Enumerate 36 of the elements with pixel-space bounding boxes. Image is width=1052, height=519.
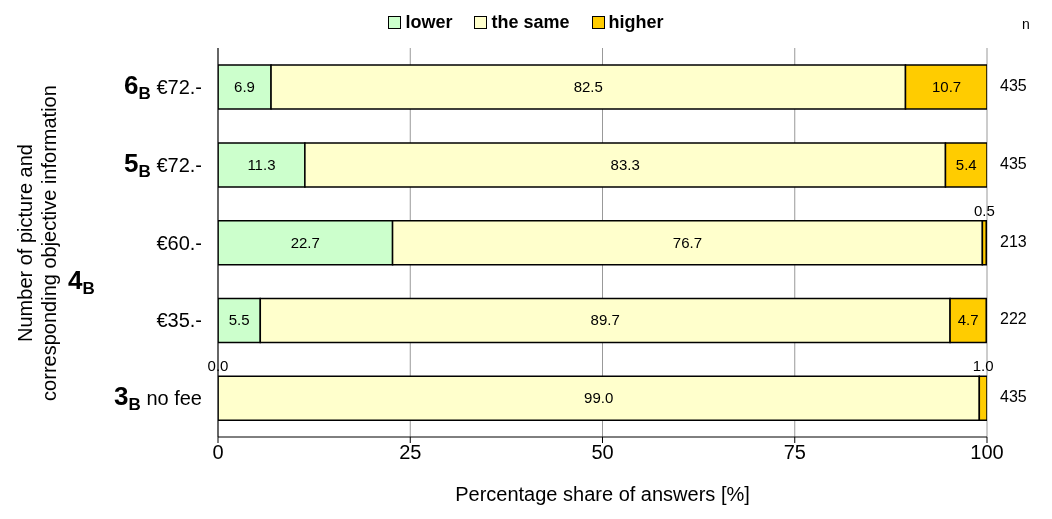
text: 435 [1000,76,1027,95]
text: 89.7 [590,311,620,329]
text: 0.5 [973,201,995,219]
text: 99.0 [584,389,614,407]
y-tick-label: 6$_{B}$ €72.- [124,69,202,103]
text: 5.5 [228,311,250,329]
text: 6.9 [234,77,255,95]
x-tick-label: 0 [212,441,224,464]
text: 82.5 [573,77,603,95]
text: 4.7 [957,311,979,329]
text: 1.0 [972,357,994,375]
text: 10.7 [932,77,962,95]
text: 4$_{B}$ [68,265,95,299]
y-axis-title: Number of picture and corresponding objective information [13,83,61,403]
text: n [1022,16,1030,32]
y-tick-label: €60.- [156,231,202,254]
y-tick-label: 3$_{B}$ no fee [114,381,202,415]
y-tick-label: 5$_{B}$ €72.- [124,147,202,181]
x-tick-label: 75 [783,441,806,464]
text: 76.7 [672,233,703,251]
y-tick-label: €35.- [156,309,202,332]
x-tick-label: 100 [970,441,1004,464]
text: 5.4 [955,155,977,173]
text: 213 [1000,232,1027,251]
x-tick-label: 25 [399,441,422,464]
legend-label: lower [405,12,453,33]
text: 11.3 [247,155,276,173]
text: 435 [1000,388,1027,407]
x-tick-label: 50 [591,441,614,464]
legend-label: higher [608,12,664,33]
text: 83.3 [610,155,640,173]
legend-label: the same [491,12,570,33]
text: 435 [1000,154,1027,173]
text: 222 [1000,310,1027,329]
x-axis-title: Percentage share of answers [%] [455,483,750,505]
text: 22.7 [290,233,320,251]
